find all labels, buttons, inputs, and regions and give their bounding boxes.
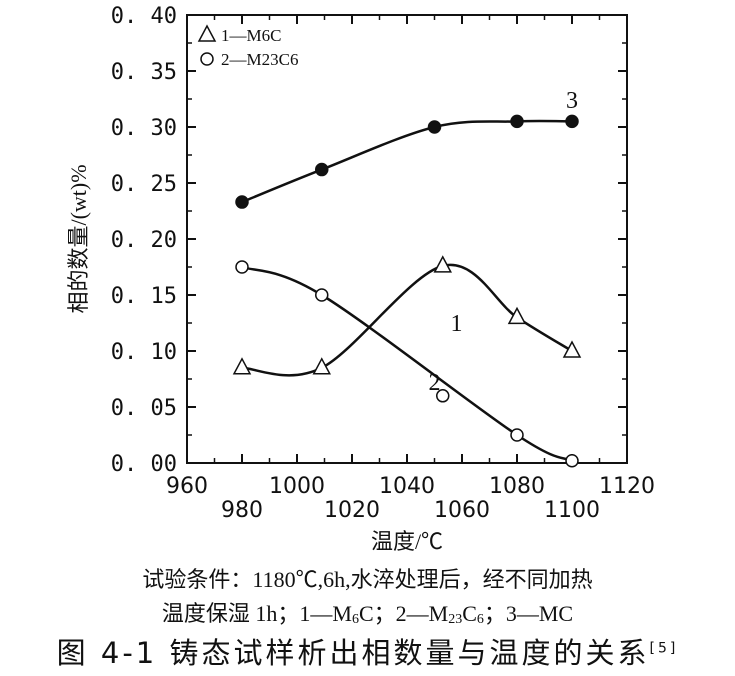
y-tick-label: 0. 20 [111, 228, 177, 253]
series-2-label: 2 [429, 370, 441, 396]
series-1-point [433, 255, 452, 273]
x-axis-label: 温度/℃ [371, 529, 443, 554]
series-2-point [315, 288, 329, 302]
series-3-point [315, 162, 329, 177]
series-2-point [565, 454, 579, 468]
series-1-point [312, 357, 331, 375]
y-tick-label: 0. 15 [111, 284, 177, 309]
series-1-point [232, 357, 252, 375]
series-3-point [235, 195, 249, 209]
legend-1-label: 1—M6C [221, 26, 281, 45]
series-3-line [241, 119, 573, 204]
x-tick-label: 1060 [434, 498, 490, 523]
chart: 0. 00 0. 05 0. 10 0. 15 0. 20 0. 25 0. 30 0. 35… [66, 4, 655, 554]
series-3-point [565, 114, 579, 129]
figure-title-text: 图 4-1 铸态试样析出相数量与温度的关系 [56, 636, 650, 670]
series-3-label: 3 [566, 88, 578, 114]
caption-legend-text: 温度保湿 1h；1—M [161, 601, 352, 626]
caption-legend-text: C [462, 601, 477, 626]
y-tick-label: 0. 05 [111, 396, 177, 421]
x-tick-label: 1080 [489, 474, 545, 499]
caption-legend-text: ；3—MC [483, 601, 574, 626]
legend-1-marker [197, 24, 217, 42]
subscript: 6 [476, 612, 484, 627]
y-axis-label: 相的数量/(wt)% [66, 164, 91, 313]
subscript: 23 [448, 612, 463, 627]
y-tick-label: 0. 10 [111, 340, 177, 365]
series-1-point [562, 340, 582, 358]
legend-2-label: 2—M23C6 [221, 50, 298, 69]
y-tick-label: 0. 00 [111, 452, 177, 477]
series-3-point [510, 114, 524, 129]
x-tick-label: 1020 [324, 498, 380, 523]
caption-legend-text: C；2—M [358, 601, 449, 626]
subscript: 6 [351, 612, 359, 627]
y-tick-label: 0. 30 [111, 116, 177, 141]
x-tick-label: 1000 [269, 474, 325, 499]
x-tick-label: 1120 [599, 474, 655, 499]
x-tick-label: 1040 [379, 474, 435, 499]
reference: [5] [649, 640, 679, 657]
series-2-point [436, 389, 450, 403]
x-tick-label: 1100 [544, 498, 600, 523]
y-tick-label: 0. 25 [111, 172, 177, 197]
series-1-point [507, 306, 527, 325]
x-tick-label: 960 [166, 474, 208, 499]
y-tick-label: 0. 35 [111, 60, 177, 85]
caption-legend: 温度保湿 1h；1—M6C；2—M23C6；3—MC [0, 596, 735, 628]
x-tick-label: 980 [221, 498, 263, 523]
series-2-line [241, 265, 573, 462]
series-1-label: 1 [451, 311, 463, 337]
caption-conditions: 试验条件：1180℃,6h,水淬处理后，经不同加热 [142, 567, 593, 592]
plot-frame [186, 14, 628, 464]
series-2-point [235, 260, 249, 274]
figure-title: 图 4-1 铸态试样析出相数量与温度的关系[5] [0, 630, 735, 672]
series-3-point [427, 120, 442, 134]
y-tick-label: 0. 40 [111, 4, 177, 29]
legend-2-marker [200, 52, 214, 66]
series-2-point [510, 428, 524, 442]
